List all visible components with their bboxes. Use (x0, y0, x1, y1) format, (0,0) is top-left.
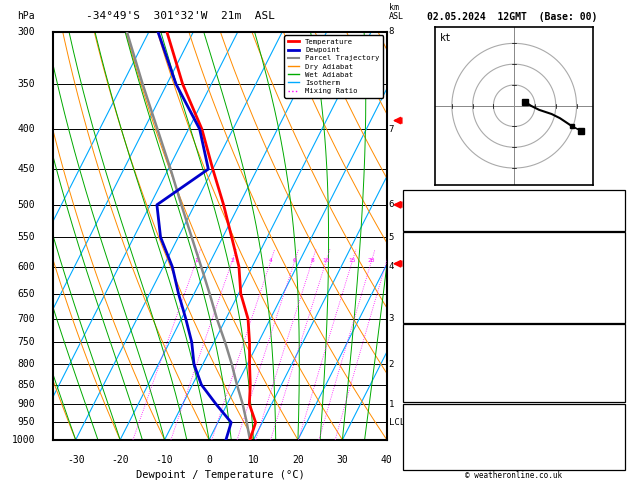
Text: 750: 750 (606, 340, 621, 349)
Text: 1.6: 1.6 (606, 218, 621, 227)
Text: K: K (406, 193, 411, 202)
Text: 550: 550 (18, 232, 35, 242)
Text: CAPE (J): CAPE (J) (406, 297, 448, 307)
Text: 800: 800 (18, 359, 35, 369)
Text: θₑ (K): θₑ (K) (406, 352, 437, 362)
Text: 600: 600 (18, 261, 35, 272)
Text: 9.2: 9.2 (606, 248, 621, 257)
Text: 500: 500 (18, 200, 35, 210)
Text: 6: 6 (389, 200, 394, 209)
Text: 318°: 318° (601, 445, 621, 454)
Text: CIN (J): CIN (J) (406, 310, 442, 319)
Text: 0: 0 (206, 455, 212, 465)
Text: 650: 650 (18, 289, 35, 299)
Text: 7: 7 (389, 124, 394, 134)
Text: 350: 350 (18, 79, 35, 89)
Text: 10: 10 (323, 259, 330, 263)
Text: 0: 0 (616, 390, 621, 399)
Text: Pressure (mb): Pressure (mb) (406, 340, 474, 349)
Text: 950: 950 (18, 417, 35, 428)
Text: 20: 20 (292, 455, 304, 465)
Text: Lifted Index: Lifted Index (406, 365, 469, 374)
Legend: Temperature, Dewpoint, Parcel Trajectory, Dry Adiabat, Wet Adiabat, Isotherm, Mi: Temperature, Dewpoint, Parcel Trajectory… (284, 35, 383, 98)
Text: 8: 8 (616, 365, 621, 374)
Text: Mixing Ratio (g/kg): Mixing Ratio (g/kg) (414, 192, 423, 279)
Text: 8: 8 (310, 259, 314, 263)
Text: ◄: ◄ (393, 114, 403, 127)
Text: 304: 304 (606, 352, 621, 362)
Text: 40: 40 (381, 455, 392, 465)
Text: 5: 5 (389, 233, 394, 242)
Text: Dewpoint / Temperature (°C): Dewpoint / Temperature (°C) (136, 470, 304, 481)
Text: 2: 2 (389, 360, 394, 369)
Text: -20: -20 (111, 455, 129, 465)
Text: 700: 700 (18, 314, 35, 324)
Text: Lifted Index: Lifted Index (406, 285, 469, 295)
Text: -19: -19 (606, 432, 621, 441)
Text: CIN (J): CIN (J) (406, 390, 442, 399)
Text: 31: 31 (611, 457, 621, 466)
Text: Hodograph: Hodograph (490, 407, 537, 417)
Text: ◄: ◄ (393, 257, 403, 270)
Text: hPa: hPa (18, 11, 35, 21)
Text: θₑ(K): θₑ(K) (406, 273, 432, 282)
Text: ◄: ◄ (393, 198, 403, 211)
Text: 750: 750 (18, 337, 35, 347)
Text: Most Unstable: Most Unstable (479, 328, 548, 337)
Text: 850: 850 (18, 380, 35, 390)
Text: 4: 4 (389, 262, 394, 271)
Text: 30: 30 (337, 455, 348, 465)
Text: 31: 31 (611, 206, 621, 215)
Text: 3.8: 3.8 (606, 260, 621, 270)
Text: StmSpd (kt): StmSpd (kt) (406, 457, 464, 466)
Text: 0: 0 (616, 377, 621, 386)
Text: -10: -10 (156, 455, 174, 465)
Text: CAPE (J): CAPE (J) (406, 377, 448, 386)
Text: 30: 30 (611, 420, 621, 429)
Text: 02.05.2024  12GMT  (Base: 00): 02.05.2024 12GMT (Base: 00) (428, 12, 598, 22)
Text: 0: 0 (616, 297, 621, 307)
Text: kt: kt (440, 33, 451, 43)
Text: 300: 300 (18, 27, 35, 36)
Text: 450: 450 (18, 164, 35, 174)
Text: LCL: LCL (389, 418, 404, 427)
Text: © weatheronline.co.uk: © weatheronline.co.uk (465, 471, 562, 480)
Text: EH: EH (406, 420, 416, 429)
Text: Surface: Surface (495, 236, 532, 245)
Text: 12: 12 (611, 193, 621, 202)
Text: PW (cm): PW (cm) (406, 218, 442, 227)
Text: -30: -30 (67, 455, 84, 465)
Text: 400: 400 (18, 124, 35, 134)
Text: 6: 6 (293, 259, 296, 263)
Text: 4: 4 (269, 259, 273, 263)
Text: 295: 295 (606, 273, 621, 282)
Text: km
ASL: km ASL (389, 3, 403, 21)
Text: 8: 8 (389, 27, 394, 36)
Text: 1: 1 (194, 259, 198, 263)
Text: 3: 3 (389, 314, 394, 323)
Text: 2: 2 (230, 259, 234, 263)
Text: Dewp (°C): Dewp (°C) (406, 260, 453, 270)
Text: -34°49'S  301°32'W  21m  ASL: -34°49'S 301°32'W 21m ASL (86, 11, 275, 21)
Text: 0: 0 (616, 310, 621, 319)
Text: Totals Totals: Totals Totals (406, 206, 474, 215)
Text: 1: 1 (389, 399, 394, 409)
Text: StmDir: StmDir (406, 445, 437, 454)
Text: 20: 20 (368, 259, 376, 263)
Text: 1000: 1000 (11, 435, 35, 445)
Text: 15: 15 (611, 285, 621, 295)
Text: 900: 900 (18, 399, 35, 409)
Text: 10: 10 (248, 455, 259, 465)
Text: 15: 15 (348, 259, 356, 263)
Text: Temp (°C): Temp (°C) (406, 248, 453, 257)
Text: SREH: SREH (406, 432, 426, 441)
